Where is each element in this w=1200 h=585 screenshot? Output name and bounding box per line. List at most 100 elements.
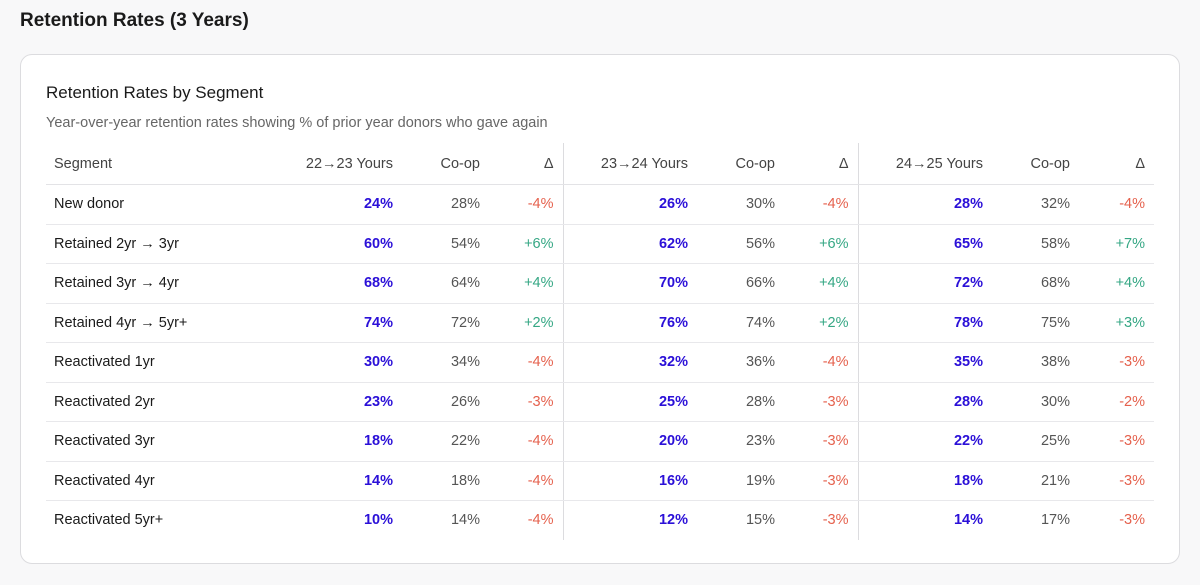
delta-cell: +6% bbox=[489, 224, 564, 264]
coop-cell: 58% bbox=[992, 224, 1079, 264]
coop-cell: 30% bbox=[992, 382, 1079, 422]
delta-cell: +4% bbox=[1079, 263, 1154, 304]
card-subtitle: Year-over-year retention rates showing %… bbox=[46, 115, 548, 131]
yours-cell: 28% bbox=[858, 382, 992, 422]
segment-cell: Retained 2yr → 3yr bbox=[46, 224, 260, 264]
table-row: New donor 24% 28% -4% 26% 30% -4% 28% 32% -4% bbox=[46, 184, 1154, 225]
yours-cell: 74% bbox=[260, 303, 402, 343]
segment-cell: Retained 4yr → 5yr+ bbox=[46, 303, 260, 343]
yours-cell: 60% bbox=[260, 224, 402, 264]
coop-cell: 26% bbox=[402, 382, 489, 422]
column-header: Δ bbox=[1079, 143, 1154, 185]
table-row: Retained 3yr → 4yr 68% 64% +4% 70% 66% +4% 72% 6… bbox=[46, 263, 1154, 304]
yours-cell: 78% bbox=[858, 303, 992, 343]
coop-cell: 19% bbox=[697, 461, 784, 501]
table-row: Reactivated 5yr+ 10% 14% -4% 12% 15% -3% 14% 17%… bbox=[46, 500, 1154, 540]
yours-cell: 25% bbox=[563, 382, 697, 422]
segment-cell: Reactivated 3yr bbox=[46, 421, 260, 462]
coop-cell: 38% bbox=[992, 342, 1079, 383]
coop-cell: 36% bbox=[697, 342, 784, 383]
table-row: Retained 4yr → 5yr+ 74% 72% +2% 76% 74% +2% 78%… bbox=[46, 303, 1154, 343]
column-header: Δ bbox=[489, 143, 564, 185]
delta-cell: -3% bbox=[1079, 461, 1154, 501]
card: Retention Rates by Segment Year-over-yea… bbox=[20, 54, 1180, 564]
yours-cell: 30% bbox=[260, 342, 402, 383]
delta-cell: -3% bbox=[489, 382, 564, 422]
delta-cell: -4% bbox=[489, 421, 564, 462]
coop-cell: 66% bbox=[697, 263, 784, 304]
yours-cell: 68% bbox=[260, 263, 402, 304]
coop-cell: 54% bbox=[402, 224, 489, 264]
delta-cell: -4% bbox=[489, 342, 564, 383]
yours-cell: 16% bbox=[563, 461, 697, 501]
coop-cell: 15% bbox=[745, 512, 775, 529]
coop-cell: 28% bbox=[402, 184, 489, 225]
coop-cell: 22% bbox=[402, 421, 489, 462]
yours-cell: 32% bbox=[563, 342, 697, 383]
delta-cell: -4% bbox=[1079, 184, 1154, 225]
coop-cell: 23% bbox=[697, 421, 784, 462]
segment-cell: Retained 3yr → 4yr bbox=[46, 263, 260, 304]
coop-cell: 32% bbox=[992, 184, 1079, 225]
table-body: New donor 24% 28% -4% 26% 30% -4% 28% 32% -4% Reta… bbox=[46, 184, 1154, 540]
coop-cell: 74% bbox=[697, 303, 784, 343]
delta-cell: -3% bbox=[784, 461, 859, 501]
column-header: Co-op bbox=[697, 143, 784, 185]
segment-cell: Reactivated 5yr+ bbox=[54, 512, 164, 529]
yours-cell: 20% bbox=[563, 421, 697, 462]
delta-cell: -4% bbox=[489, 500, 564, 540]
coop-cell: 18% bbox=[402, 461, 489, 501]
coop-cell: 28% bbox=[697, 382, 784, 422]
yours-cell: 70% bbox=[563, 263, 697, 304]
delta-cell: -3% bbox=[1119, 512, 1145, 529]
column-header: Δ bbox=[784, 143, 859, 185]
coop-cell: 21% bbox=[992, 461, 1079, 501]
delta-cell: +2% bbox=[784, 303, 859, 343]
yours-cell: 14% bbox=[953, 512, 983, 529]
yours-cell: 22% bbox=[858, 421, 992, 462]
delta-cell: -3% bbox=[1079, 342, 1154, 383]
header-row: Segment 22→23 Yours Co-op Δ 23→24 Yours Co-op… bbox=[46, 143, 1154, 185]
yours-cell: 72% bbox=[858, 263, 992, 304]
delta-cell: -4% bbox=[489, 461, 564, 501]
coop-cell: 25% bbox=[992, 421, 1079, 462]
coop-cell: 14% bbox=[450, 512, 480, 529]
table-row: Reactivated 4yr 14% 18% -4% 16% 19% -3% 18% 21% -… bbox=[46, 461, 1154, 501]
yours-cell: 28% bbox=[858, 184, 992, 225]
coop-cell: 56% bbox=[697, 224, 784, 264]
delta-cell: +7% bbox=[1079, 224, 1154, 264]
table-row: Reactivated 3yr 18% 22% -4% 20% 23% -3% 22% 25% -… bbox=[46, 421, 1154, 462]
yours-cell: 10% bbox=[363, 512, 393, 529]
delta-cell: +2% bbox=[489, 303, 564, 343]
yours-cell: 12% bbox=[658, 512, 688, 529]
segment-cell: New donor bbox=[46, 184, 260, 225]
yours-cell: 62% bbox=[563, 224, 697, 264]
coop-cell: 30% bbox=[697, 184, 784, 225]
yours-cell: 18% bbox=[858, 461, 992, 501]
yours-cell: 23% bbox=[260, 382, 402, 422]
yours-cell: 35% bbox=[858, 342, 992, 383]
coop-cell: 68% bbox=[992, 263, 1079, 304]
coop-cell: 17% bbox=[1040, 512, 1070, 529]
delta-cell: -3% bbox=[1079, 421, 1154, 462]
delta-cell: -3% bbox=[784, 421, 859, 462]
retention-table: Segment 22→23 Yours Co-op Δ 23→24 Yours Co-op… bbox=[46, 143, 1154, 540]
delta-cell: -4% bbox=[489, 184, 564, 225]
table-row: Reactivated 1yr 30% 34% -4% 32% 36% -4% 35% 38% -… bbox=[46, 342, 1154, 383]
page-title: Retention Rates (3 Years) bbox=[20, 10, 249, 31]
yours-cell: 18% bbox=[260, 421, 402, 462]
column-header: Segment bbox=[46, 143, 260, 185]
delta-cell: -4% bbox=[784, 184, 859, 225]
coop-cell: 75% bbox=[992, 303, 1079, 343]
coop-cell: 64% bbox=[402, 263, 489, 304]
segment-cell: Reactivated 2yr bbox=[46, 382, 260, 422]
card-title: Retention Rates by Segment bbox=[46, 83, 264, 102]
delta-cell: -3% bbox=[784, 382, 859, 422]
yours-cell: 26% bbox=[563, 184, 697, 225]
segment-cell: Reactivated 4yr bbox=[46, 461, 260, 501]
column-header: 24→25 Yours bbox=[858, 143, 992, 185]
yours-cell: 24% bbox=[260, 184, 402, 225]
segment-cell: Reactivated 1yr bbox=[46, 342, 260, 383]
yours-cell: 76% bbox=[563, 303, 697, 343]
column-header: Co-op bbox=[402, 143, 489, 185]
